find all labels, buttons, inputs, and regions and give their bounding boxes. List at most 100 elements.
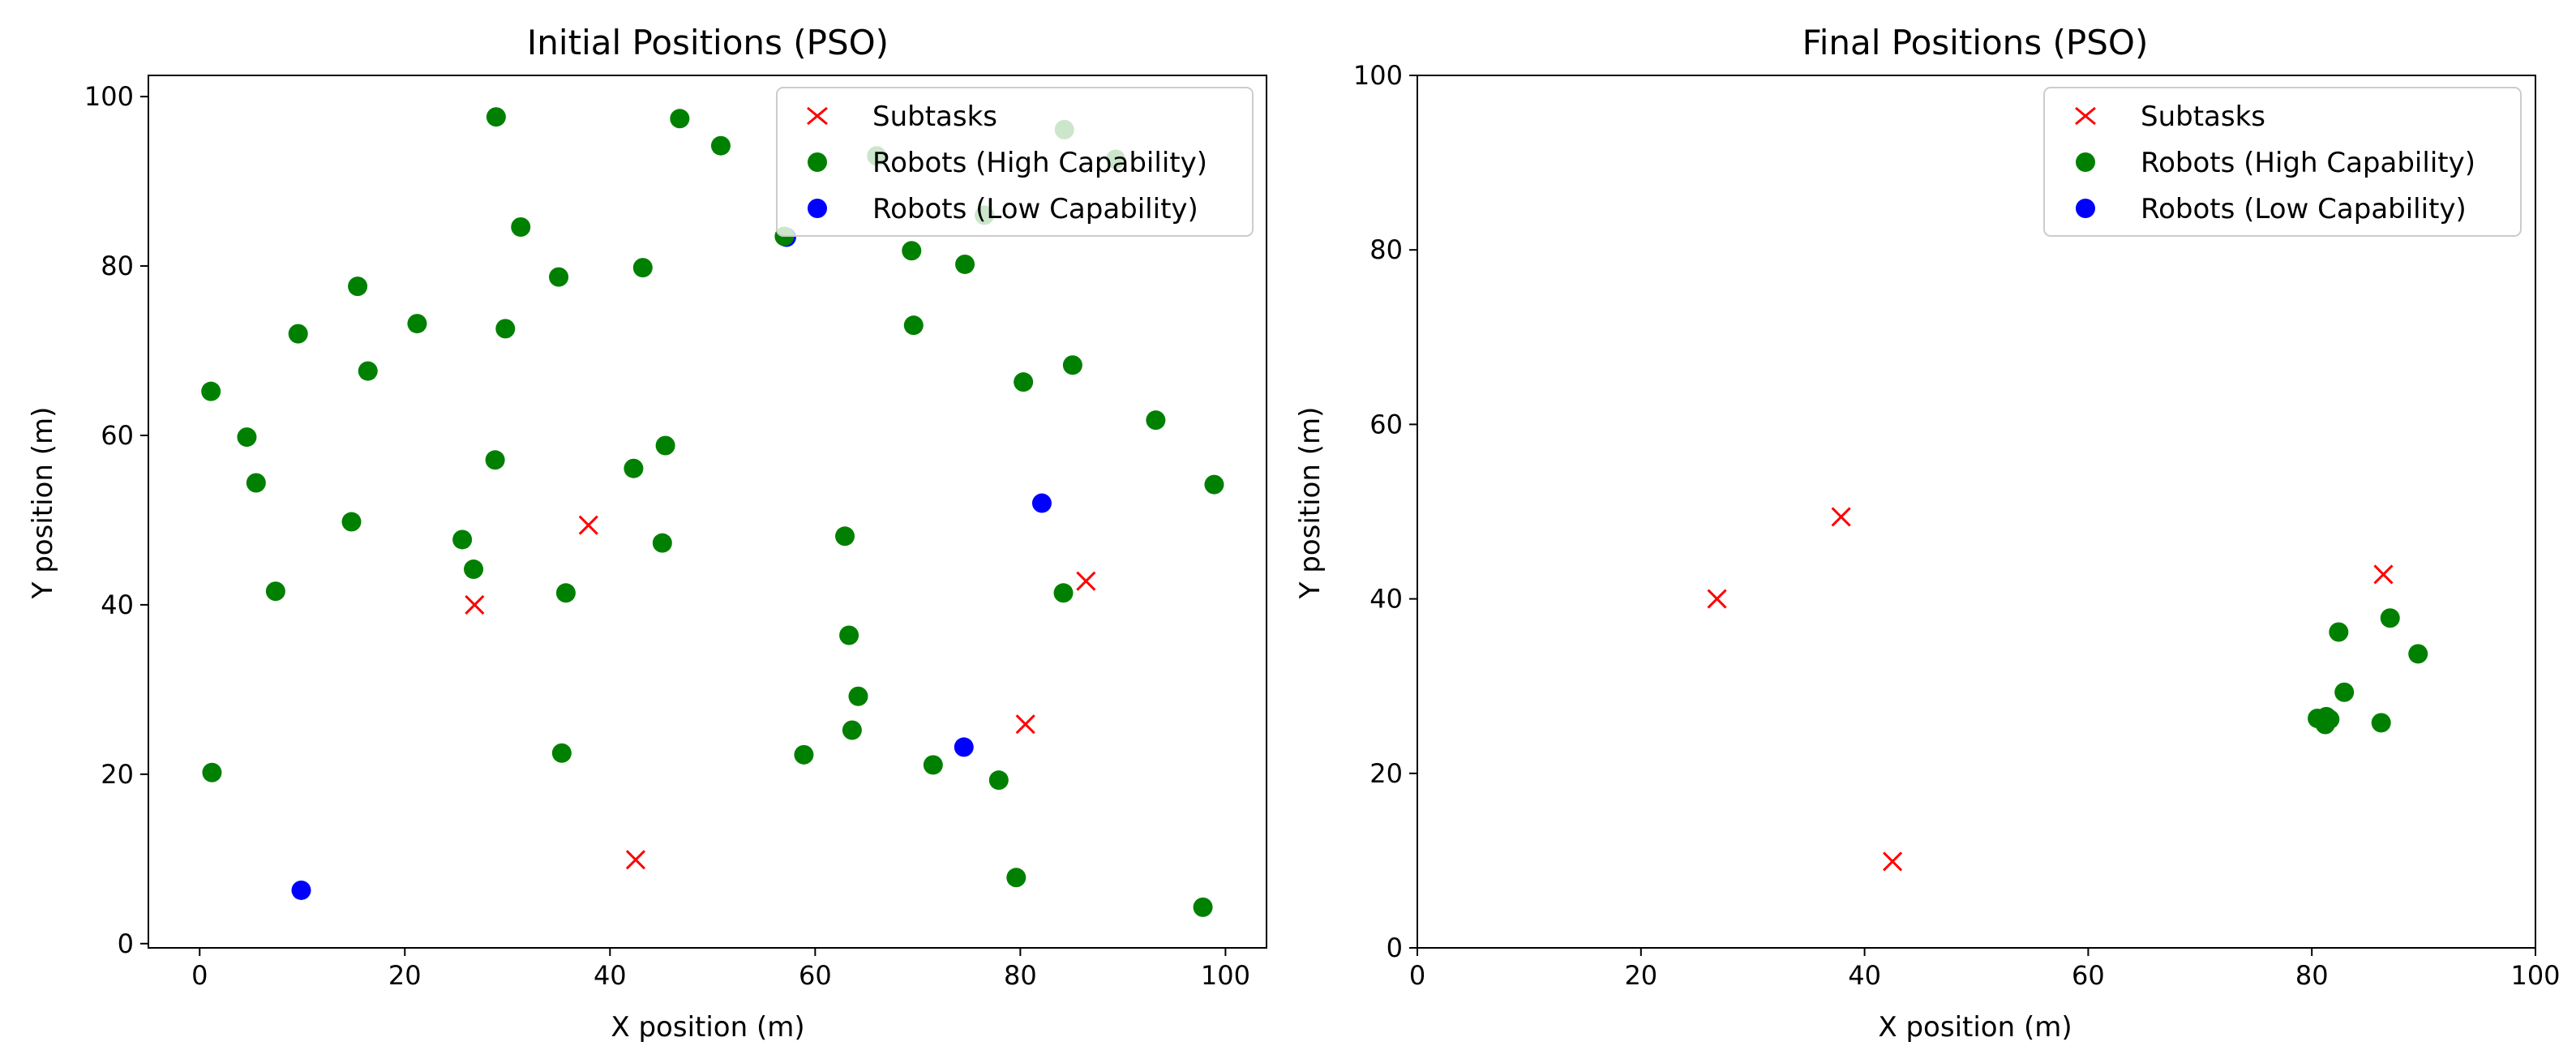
subtask-x-stroke	[1015, 714, 1035, 735]
subtask-point	[1076, 571, 1096, 591]
chart-initial-positions: Initial Positions (PSO) X position (m) Y…	[27, 23, 1267, 1044]
robot-high-capability-point	[652, 533, 672, 553]
robot-high-capability-point	[551, 743, 572, 763]
robot-high-capability-point	[903, 315, 924, 336]
robot-high-capability-point	[794, 744, 814, 765]
legend-box	[2043, 87, 2522, 237]
x-tick-label: 80	[1004, 960, 1037, 991]
x-axis-label: X position (m)	[611, 1011, 804, 1044]
robot-high-capability-point	[848, 686, 868, 706]
x-tick-label: 40	[594, 960, 627, 991]
legend-box	[776, 87, 1254, 237]
legend-high-capability-label: Robots (High Capability)	[872, 147, 1207, 179]
subtask-x-stroke	[2373, 564, 2394, 585]
robot-high-capability-point	[923, 755, 943, 775]
robot-high-capability-point	[201, 381, 221, 401]
robot-high-capability-point	[835, 526, 855, 547]
y-tick-label: 20	[101, 759, 134, 790]
y-axis-label: Y position (m)	[1294, 407, 1327, 600]
subtask-x-stroke	[465, 594, 485, 615]
x-tick-label: 100	[2510, 960, 2560, 991]
subtask-x-stroke	[1076, 571, 1096, 591]
robot-high-capability-point	[246, 473, 266, 493]
robot-high-capability-point	[265, 581, 285, 602]
y-tick-label: 80	[1369, 234, 1403, 265]
ticks: 0 20 40 60 80 100 0 20 40 60 80 100	[84, 81, 1250, 991]
x-tick-label: 0	[191, 960, 208, 991]
subtask-x-stroke	[1707, 589, 1727, 609]
chart-final-positions: Final Positions (PSO) X position (m) Y p…	[1294, 23, 2561, 1044]
subtask-x-stroke	[625, 850, 646, 870]
robot-high-capability-point	[348, 276, 368, 297]
robot-high-capability-point	[495, 319, 516, 339]
legend: Subtasks Robots (High Capability) Robots…	[2043, 87, 2522, 237]
y-axis-label: Y position (m)	[27, 407, 59, 600]
legend: Subtasks Robots (High Capability) Robots…	[776, 87, 1254, 237]
y-tick-label: 100	[1353, 60, 1403, 91]
robot-high-capability-point	[632, 258, 653, 278]
x-tick-label: 80	[2295, 960, 2329, 991]
robot-high-capability-point	[1014, 372, 1034, 392]
robot-high-capability-point	[341, 512, 362, 532]
robot-high-capability-point	[1062, 355, 1082, 375]
y-tick-label: 60	[1369, 409, 1403, 439]
chart-title: Initial Positions (PSO)	[527, 23, 889, 62]
y-tick-label: 0	[1387, 932, 1403, 963]
subtask-x-stroke	[1883, 851, 1903, 872]
x-tick-label: 20	[1624, 960, 1657, 991]
robot-high-capability-point	[1193, 897, 1213, 917]
legend-low-capability-marker	[2076, 199, 2095, 218]
robot-high-capability-point	[452, 529, 473, 550]
robot-high-capability-point	[288, 324, 308, 344]
robot-high-capability-point	[2371, 713, 2391, 733]
subtask-point	[578, 515, 598, 535]
plot-frame	[1417, 75, 2536, 949]
y-tick-label: 40	[1369, 584, 1403, 615]
y-tick-label: 100	[84, 81, 134, 112]
data-marks	[1707, 507, 2428, 872]
ticks: 0 20 40 60 80 100 0 20 40 60 80 100	[1353, 60, 2561, 991]
robot-high-capability-point	[839, 625, 859, 645]
subtask-x-stroke	[578, 515, 598, 535]
robot-high-capability-point	[670, 109, 690, 129]
subtask-point	[1883, 851, 1903, 872]
legend-subtasks-marker	[807, 106, 828, 126]
robot-high-capability-point	[555, 583, 576, 603]
x-tick-label: 100	[1201, 960, 1250, 991]
subtask-x-stroke	[1831, 507, 1851, 527]
x-tick-label: 60	[799, 960, 832, 991]
subtask-point	[2373, 564, 2394, 585]
robot-high-capability-point	[1146, 410, 1166, 431]
plot-frame	[148, 75, 1267, 949]
robot-high-capability-point	[2380, 608, 2400, 628]
robot-high-capability-point	[202, 762, 222, 782]
legend-high-capability-marker	[2076, 152, 2095, 172]
legend-subtasks-marker	[2075, 106, 2096, 126]
robot-high-capability-point	[2334, 682, 2355, 702]
x-tick-label: 0	[1409, 960, 1425, 991]
y-tick-label: 80	[101, 251, 134, 281]
robot-high-capability-point	[624, 458, 644, 478]
x-tick-label: 20	[388, 960, 422, 991]
robot-high-capability-point	[1204, 474, 1224, 495]
robot-high-capability-point	[549, 267, 569, 287]
subtask-point	[1707, 589, 1727, 609]
subtask-point	[1015, 714, 1035, 735]
legend-low-capability-label: Robots (Low Capability)	[872, 193, 1198, 225]
robot-high-capability-point	[710, 135, 731, 156]
robot-high-capability-point	[955, 254, 975, 274]
y-tick-label: 60	[101, 420, 134, 451]
robot-high-capability-point	[511, 216, 531, 237]
robot-high-capability-point	[486, 107, 506, 127]
y-tick-label: 20	[1369, 758, 1403, 789]
robot-high-capability-point	[842, 720, 862, 740]
robot-high-capability-point	[655, 435, 675, 456]
robot-high-capability-point	[485, 450, 505, 470]
subtask-point	[465, 594, 485, 615]
legend-high-capability-label: Robots (High Capability)	[2141, 147, 2475, 179]
x-axis-label: X position (m)	[1878, 1011, 2072, 1044]
robot-low-capability-point	[954, 737, 974, 757]
x-tick-label: 60	[2072, 960, 2105, 991]
robot-high-capability-point	[407, 314, 427, 334]
